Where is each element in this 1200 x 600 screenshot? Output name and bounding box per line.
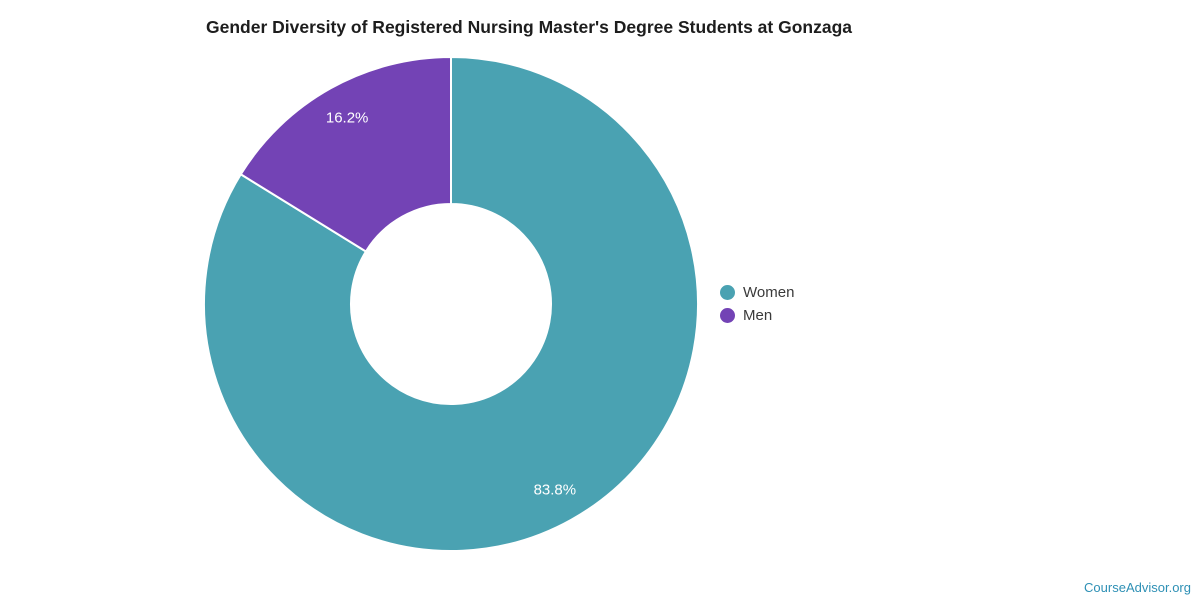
chart-title: Gender Diversity of Registered Nursing M… — [206, 17, 852, 37]
legend-marker-circle — [720, 308, 735, 323]
slice-value-label-men: 16.2% — [326, 109, 369, 126]
legend-item-women[interactable]: Women — [720, 281, 794, 304]
legend-item-men[interactable]: Men — [720, 304, 794, 327]
courseadvisor-footer-link[interactable]: CourseAdvisor.org — [1084, 580, 1191, 595]
legend-label: Men — [743, 307, 773, 324]
slice-value-label-women: 83.8% — [534, 482, 577, 499]
pie-slice-women[interactable] — [203, 55, 699, 552]
legend-marker-circle — [720, 285, 735, 300]
legend-label: Women — [743, 284, 795, 301]
pie-slice-men[interactable] — [239, 55, 452, 253]
legend: Women Men — [720, 281, 794, 327]
